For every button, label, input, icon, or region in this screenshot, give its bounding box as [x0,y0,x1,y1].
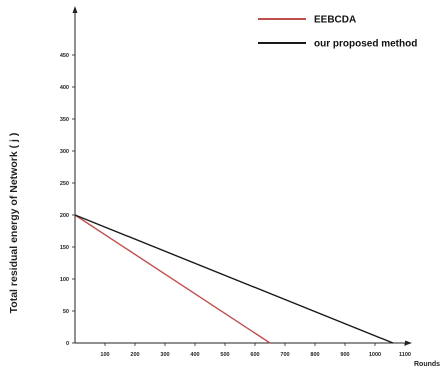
y-axis-title: Total residual energy of Network ( j ) [8,133,20,314]
x-tick-label: 1100 [399,352,411,358]
y-tick-label: 50 [63,309,69,315]
x-tick-label: 100 [100,352,109,358]
y-axis-arrowhead [72,6,78,13]
x-tick-label: 700 [280,352,289,358]
y-tick-label: 300 [60,149,69,155]
y-tick-label: 450 [60,53,69,59]
x-tick-label: 600 [250,352,259,358]
x-tick-group: 100 200 300 400 500 600 700 800 900 1000 1100 [100,343,411,358]
x-tick-label: 400 [190,352,199,358]
legend-label: our proposed method [314,39,417,50]
x-tick-label: 800 [310,352,319,358]
legend-label: EEBCDA [314,15,356,26]
x-axis-title: Rounds [414,361,440,368]
series-line-0 [74,214,271,344]
y-tick-label: 350 [60,117,69,123]
x-axis-arrowhead [405,340,412,346]
x-tick-label: 200 [130,352,139,358]
x-tick-label: 500 [220,352,229,358]
series-line-1 [74,214,394,344]
y-tick-label: 100 [60,277,69,283]
x-tick-label: 1000 [369,352,381,358]
y-tick-label: 0 [66,341,69,347]
x-tick-label: 300 [160,352,169,358]
y-tick-label: 250 [60,181,69,187]
axes [72,6,412,346]
x-tick-label: 900 [340,352,349,358]
y-tick-group: 0 50 100 150 200 250 300 350 400 450 [60,53,75,347]
y-tick-label: 200 [60,213,69,219]
series-group [74,214,394,344]
y-tick-label: 150 [60,245,69,251]
legend: EEBCDA our proposed method [258,15,417,50]
y-tick-label: 400 [60,85,69,91]
